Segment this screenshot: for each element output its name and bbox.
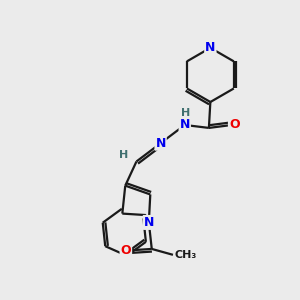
- Text: O: O: [229, 118, 239, 131]
- Text: N: N: [155, 137, 166, 150]
- Text: N: N: [205, 41, 215, 54]
- Text: H: H: [181, 108, 190, 118]
- Text: H: H: [119, 150, 129, 160]
- Text: O: O: [121, 244, 131, 257]
- Text: N: N: [180, 118, 190, 131]
- Text: CH₃: CH₃: [174, 250, 197, 260]
- Text: N: N: [144, 216, 154, 229]
